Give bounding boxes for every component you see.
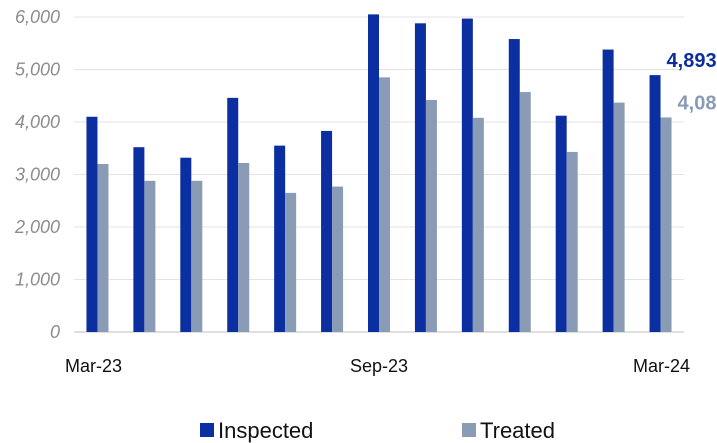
bar-treated-dec-23 xyxy=(519,92,531,332)
bar-treated-mar-24 xyxy=(660,117,672,333)
bar-inspected-jan-24 xyxy=(555,115,567,332)
bar-inspected-mar-24 xyxy=(649,75,661,333)
bar-treated-mar-23 xyxy=(97,164,109,332)
y-tick-label: 2,000 xyxy=(14,217,60,237)
bar-treated-jul-23 xyxy=(285,192,297,332)
bar-treated-jun-23 xyxy=(238,162,250,332)
bar-treated-apr-23 xyxy=(144,180,156,332)
x-tick-label: Mar-24 xyxy=(633,356,690,376)
y-tick-label: 3,000 xyxy=(15,165,60,185)
bar-inspected-mar-23 xyxy=(86,116,98,332)
bars xyxy=(86,14,672,333)
y-tick-label: 6,000 xyxy=(15,7,60,27)
x-tick-label: Sep-23 xyxy=(350,356,408,376)
legend: Inspected Treated xyxy=(200,418,555,443)
data-label-inspected: 4,893 xyxy=(667,50,717,72)
legend-label-inspected: Inspected xyxy=(218,418,313,443)
bar-treated-may-23 xyxy=(191,180,203,332)
x-tick-label: Mar-23 xyxy=(65,356,122,376)
legend-swatch-inspected xyxy=(200,423,214,437)
bar-treated-oct-23 xyxy=(425,99,437,332)
y-tick-label: 4,000 xyxy=(15,112,60,132)
legend-swatch-treated xyxy=(462,423,476,437)
y-tick-label: 5,000 xyxy=(15,60,60,80)
bar-treated-jan-24 xyxy=(566,151,578,332)
x-axis-ticks: Mar-23 Sep-23 Mar-24 xyxy=(65,356,690,376)
bar-treated-nov-23 xyxy=(472,117,484,332)
y-axis-ticks: 0 1,000 2,000 3,000 4,000 5,000 6,000 xyxy=(14,7,60,342)
legend-label-treated: Treated xyxy=(480,418,555,443)
y-tick-label: 0 xyxy=(50,322,60,342)
bar-treated-feb-24 xyxy=(613,102,625,332)
data-labels: 4,893 4,087 xyxy=(667,50,717,114)
bar-treated-aug-23 xyxy=(332,186,344,332)
bar-inspected-apr-23 xyxy=(133,147,145,332)
bar-inspected-jul-23 xyxy=(274,145,286,332)
bar-inspected-aug-23 xyxy=(321,130,333,332)
bar-inspected-nov-23 xyxy=(461,18,473,332)
y-tick-label: 1,000 xyxy=(15,270,60,290)
bar-inspected-jun-23 xyxy=(227,97,239,332)
bar-inspected-sep-23 xyxy=(368,14,379,332)
bar-inspected-dec-23 xyxy=(508,39,520,333)
bar-inspected-oct-23 xyxy=(414,23,426,333)
data-label-treated: 4,087 xyxy=(678,92,717,114)
bar-treated-sep-23 xyxy=(379,77,390,332)
bar-inspected-may-23 xyxy=(180,157,192,332)
bar-inspected-feb-24 xyxy=(602,49,614,333)
